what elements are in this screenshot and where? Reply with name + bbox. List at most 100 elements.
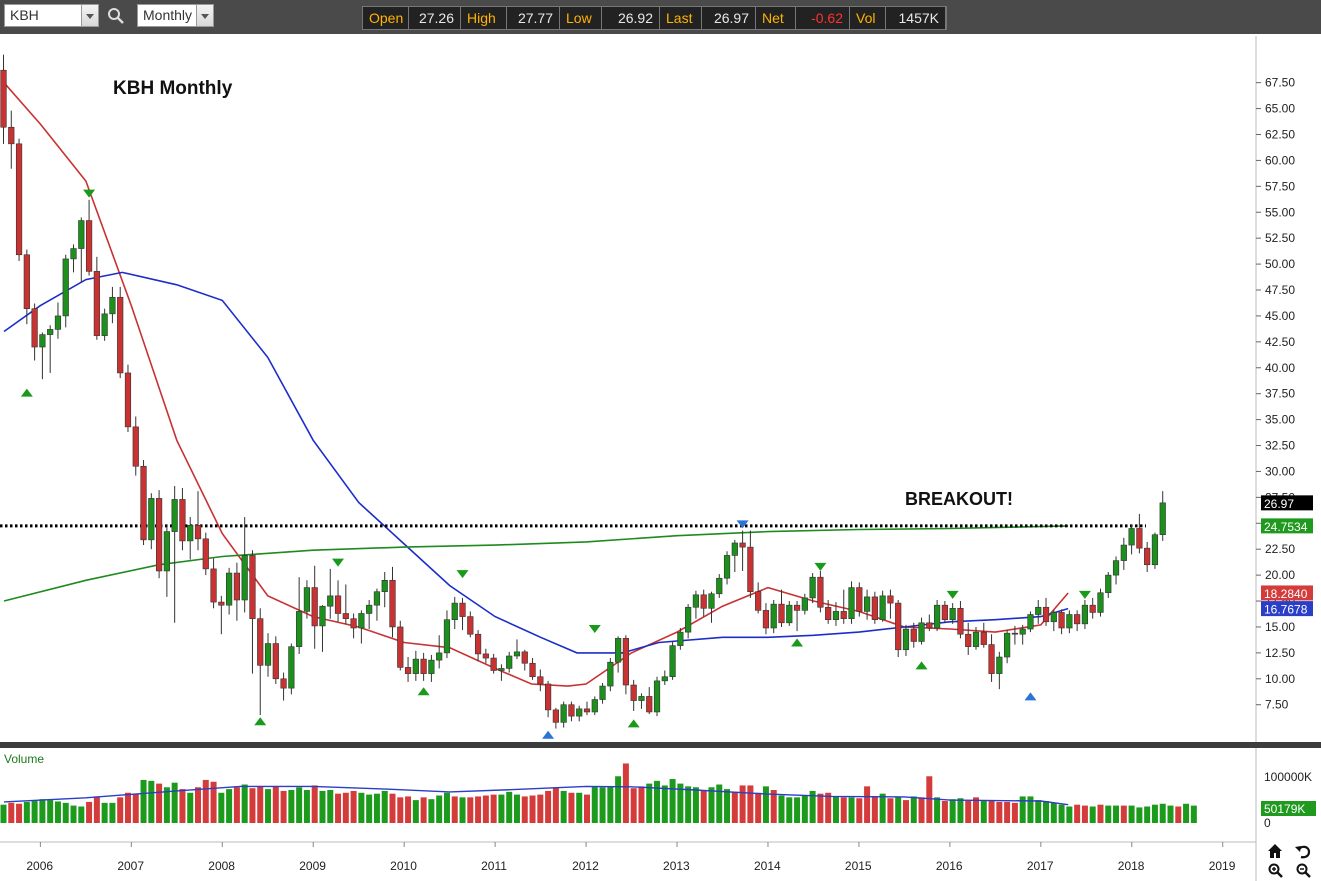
candle-body <box>1081 604 1089 625</box>
y-tick-label: 20.00 <box>1265 568 1295 582</box>
candle-body <box>552 709 559 723</box>
volume-bar <box>218 792 225 823</box>
volume-bar <box>288 790 295 823</box>
volume-bar <box>1105 805 1112 823</box>
volume-bar <box>1097 804 1104 823</box>
candle-body <box>1159 502 1166 535</box>
y-tick-label: 12.50 <box>1265 646 1295 660</box>
volume-bar <box>902 800 909 823</box>
volume-bar <box>412 800 419 823</box>
candle-body <box>653 680 661 713</box>
volume-bar <box>887 798 894 823</box>
zoom-in-icon[interactable] <box>1268 863 1283 878</box>
candle-body <box>825 606 832 620</box>
candle-body <box>171 499 178 532</box>
volume-bar <box>685 786 692 823</box>
period-select[interactable]: Monthly <box>137 4 197 27</box>
candle-body <box>1027 614 1034 630</box>
volume-tick-label: 0 <box>1264 816 1271 830</box>
volume-bar <box>545 790 552 823</box>
candle-body <box>700 594 707 609</box>
quote-label-open: Open <box>363 7 409 29</box>
volume-bar <box>825 792 832 823</box>
candle-body <box>342 613 349 619</box>
price-label-box <box>1261 601 1313 617</box>
swing-high-marker <box>332 558 345 567</box>
candle-body <box>887 595 894 604</box>
volume-bar <box>257 786 264 823</box>
volume-bar <box>265 789 272 823</box>
y-tick-label: 40.00 <box>1265 361 1295 375</box>
candle-body <box>996 656 1003 674</box>
candle-body <box>296 611 303 647</box>
x-tick-label: 2011 <box>481 859 507 873</box>
candle-body <box>210 568 217 603</box>
volume-bar <box>405 796 412 823</box>
volume-bar <box>1081 805 1088 823</box>
volume-bar <box>1113 805 1120 823</box>
candle-body <box>1011 632 1018 635</box>
candle-body <box>420 658 427 674</box>
candle-body <box>264 643 272 666</box>
volume-bar <box>762 786 769 823</box>
candle-body <box>436 652 443 661</box>
volume-bar <box>669 779 676 823</box>
volume-bar <box>86 801 93 823</box>
candle-body <box>397 626 404 668</box>
volume-bar <box>747 785 754 823</box>
volume-bar <box>965 801 972 823</box>
volume-bar <box>552 787 559 823</box>
x-tick-label: 2009 <box>299 859 326 873</box>
candle-body <box>288 646 295 689</box>
candle-body <box>1089 604 1096 613</box>
swing-low-marker <box>20 388 33 397</box>
volume-bar <box>109 802 116 823</box>
volume-bar <box>895 797 902 823</box>
swing-low-marker <box>1024 692 1037 701</box>
zoom-out-icon[interactable] <box>1296 863 1311 878</box>
home-icon[interactable] <box>1268 844 1282 858</box>
undo-icon[interactable] <box>1295 845 1311 859</box>
candle-body <box>233 572 241 601</box>
y-tick-label: 52.50 <box>1265 231 1295 245</box>
price-panel <box>0 36 1256 742</box>
volume-bar <box>342 792 349 823</box>
volume-bar <box>630 788 637 823</box>
candle-body <box>140 465 147 541</box>
volume-bar <box>755 792 762 823</box>
toolbar: KBH Monthly Open 27.26 High 27.77 Low 26.92 La… <box>0 0 1321 34</box>
search-icon[interactable] <box>107 7 125 25</box>
volume-bar <box>187 792 194 823</box>
volume-bar <box>1011 802 1018 823</box>
volume-bar <box>770 790 777 823</box>
volume-bar <box>848 797 855 823</box>
volume-bar <box>148 780 155 823</box>
x-tick-label: 2012 <box>572 859 599 873</box>
period-dropdown-button[interactable] <box>196 4 214 27</box>
candle-body <box>1128 528 1135 546</box>
candle-body <box>716 577 723 595</box>
price-label: 18.2840 <box>1264 587 1308 601</box>
candle-body <box>933 604 941 629</box>
volume-bar <box>436 795 443 823</box>
candle-body <box>677 631 684 646</box>
x-tick-label: 2015 <box>845 859 872 873</box>
candle-body <box>1097 592 1104 613</box>
volume-bar <box>568 792 575 823</box>
candle-body <box>202 538 209 570</box>
volume-bar <box>202 779 209 823</box>
breakout-annotation: BREAKOUT! <box>905 489 1013 509</box>
y-tick-label: 42.50 <box>1265 335 1295 349</box>
price-label-box <box>1261 495 1313 511</box>
volume-bar <box>1175 806 1182 823</box>
candle-body <box>1105 574 1112 594</box>
candle-body <box>319 605 326 627</box>
candle-body <box>801 597 808 611</box>
y-tick-label: 47.50 <box>1265 283 1295 297</box>
price-label-box <box>1261 518 1313 534</box>
volume-bar <box>226 789 233 823</box>
symbol-dropdown-button[interactable] <box>81 4 99 27</box>
volume-bar <box>716 784 723 823</box>
candle-body <box>23 254 30 309</box>
swing-high-marker <box>736 520 749 529</box>
